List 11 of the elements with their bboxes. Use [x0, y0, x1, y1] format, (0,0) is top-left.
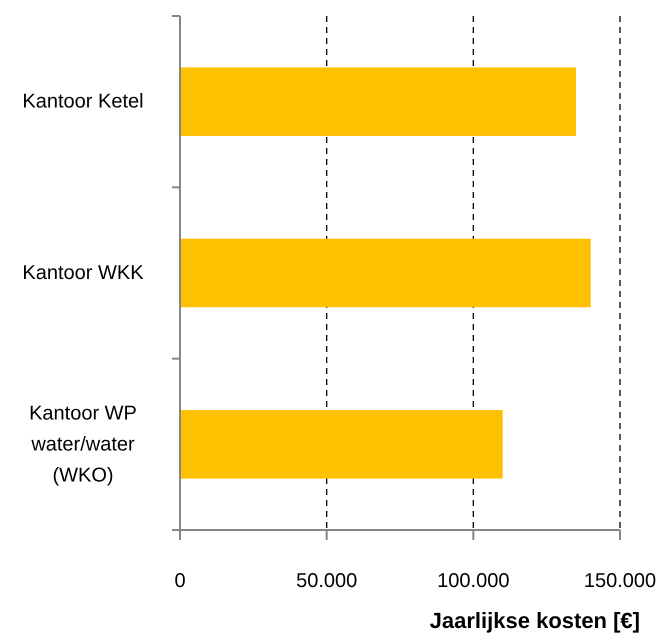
y-tick-label: Kantoor Ketel: [22, 90, 144, 113]
bar: [180, 410, 503, 479]
x-tick-label: 0: [174, 570, 186, 592]
x-tick-label: 150.000: [584, 570, 656, 592]
x-tick-label: 50.000: [296, 570, 358, 592]
x-axis-title: Jaarlijkse kosten [€]: [430, 608, 640, 633]
bar: [180, 238, 591, 308]
bar: [180, 67, 576, 136]
y-tick-label: Kantoor WP water/water (WKO): [29, 402, 137, 486]
y-tick-label: Kantoor WKK: [22, 262, 144, 284]
x-tick-label: 100.000: [437, 570, 510, 592]
